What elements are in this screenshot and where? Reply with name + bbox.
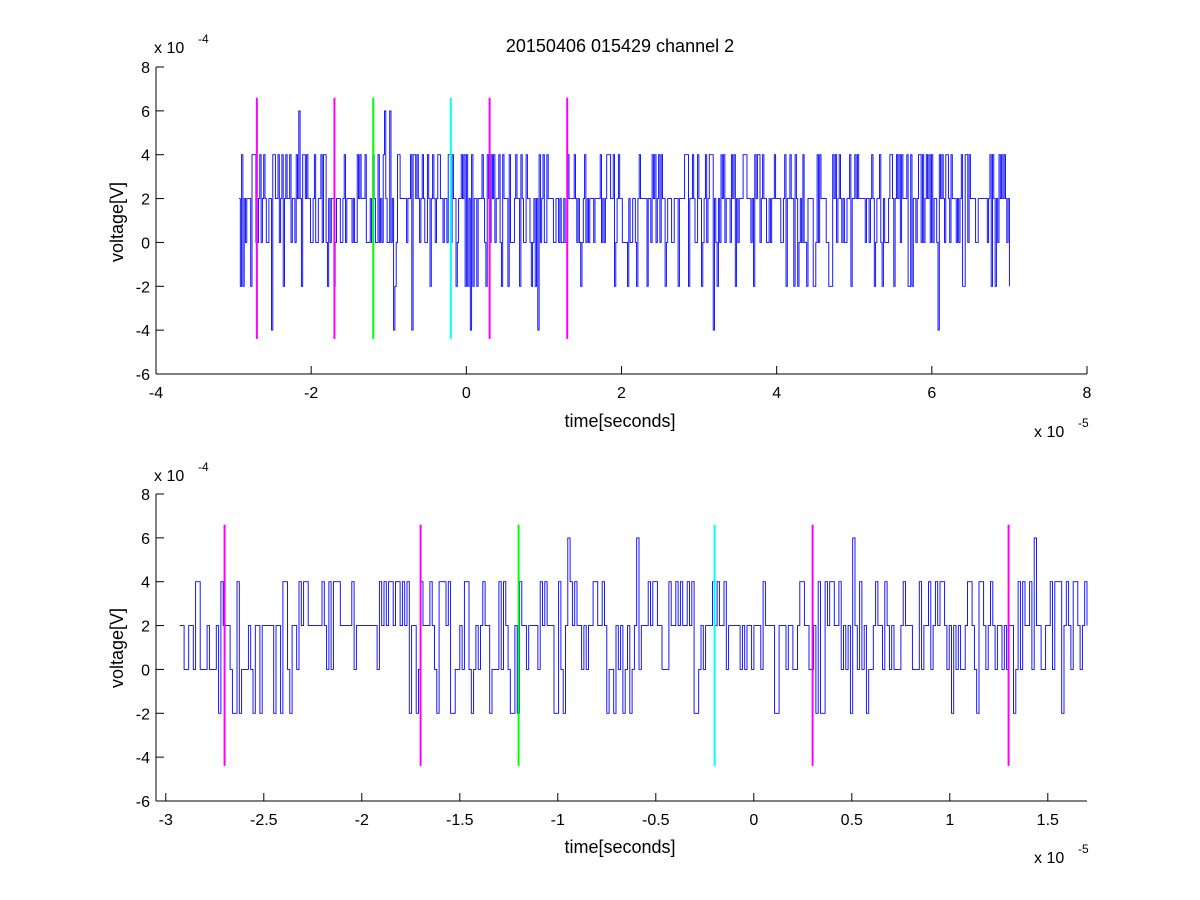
x-tick-label: 1 bbox=[945, 812, 954, 829]
x-tick-label: -2 bbox=[355, 812, 369, 829]
x-exponent-base: x 10 bbox=[1034, 424, 1064, 441]
y-tick-label: 2 bbox=[141, 619, 150, 636]
y-exponent-base: x 10 bbox=[154, 468, 184, 485]
y-tick-label: -2 bbox=[136, 279, 150, 296]
x-tick-label: 0.5 bbox=[841, 812, 863, 829]
y-tick-label: 6 bbox=[141, 104, 150, 121]
x-axis-label: time[seconds] bbox=[564, 837, 675, 857]
y-tick-label: 0 bbox=[141, 662, 150, 679]
y-tick-label: 6 bbox=[141, 531, 150, 548]
x-tick-label: 0 bbox=[462, 385, 471, 402]
x-tick-label: -3 bbox=[159, 812, 173, 829]
y-tick-label: 0 bbox=[141, 235, 150, 252]
x-exponent-label: x 10 -5 bbox=[1034, 842, 1089, 867]
x-tick-label: 0 bbox=[749, 812, 758, 829]
x-tick-label: 1.5 bbox=[1037, 812, 1059, 829]
bottom-plot: x 10 -4 voltage[V] time[seconds] x 10 -5… bbox=[107, 460, 1089, 867]
y-tick-label: 4 bbox=[141, 575, 150, 592]
y-exponent-power: -4 bbox=[198, 32, 209, 46]
x-tick-label: -4 bbox=[149, 385, 163, 402]
signal-trace bbox=[239, 110, 1010, 331]
y-tick-label: -6 bbox=[136, 794, 150, 811]
x-tick-label: 4 bbox=[772, 385, 781, 402]
signal-trace bbox=[179, 537, 1088, 714]
y-tick-label: -4 bbox=[136, 750, 150, 767]
y-tick-label: 4 bbox=[141, 148, 150, 165]
top-plot: 20150406 015429 channel 2 x 10 -4 voltag… bbox=[107, 32, 1092, 441]
x-tick-label: -0.5 bbox=[642, 812, 670, 829]
x-tick-label: -1 bbox=[551, 812, 565, 829]
x-exponent-power: -5 bbox=[1078, 416, 1089, 430]
y-tick-label: -2 bbox=[136, 706, 150, 723]
x-exponent-label: x 10 -5 bbox=[1034, 416, 1089, 441]
y-tick-label: 2 bbox=[141, 192, 150, 209]
y-tick-label: 8 bbox=[141, 60, 150, 77]
y-exponent-base: x 10 bbox=[154, 40, 184, 57]
x-axis-label: time[seconds] bbox=[564, 411, 675, 431]
y-axis-label: voltage[V] bbox=[107, 182, 127, 262]
y-exponent-power: -4 bbox=[198, 460, 209, 474]
x-exponent-power: -5 bbox=[1078, 842, 1089, 856]
y-exponent-label: x 10 -4 bbox=[154, 460, 209, 485]
x-exponent-base: x 10 bbox=[1034, 850, 1064, 867]
x-tick-label: -2 bbox=[304, 385, 318, 402]
x-tick-label: -2.5 bbox=[250, 812, 278, 829]
x-tick-label: 8 bbox=[1083, 385, 1092, 402]
y-tick-label: 8 bbox=[141, 487, 150, 504]
y-tick-label: -4 bbox=[136, 323, 150, 340]
chart-title: 20150406 015429 channel 2 bbox=[506, 36, 734, 56]
x-tick-label: 2 bbox=[617, 385, 626, 402]
y-exponent-label: x 10 -4 bbox=[154, 32, 209, 57]
y-tick-label: -6 bbox=[136, 367, 150, 384]
x-tick-label: 6 bbox=[927, 385, 936, 402]
x-tick-label: -1.5 bbox=[446, 812, 474, 829]
y-axis-label: voltage[V] bbox=[107, 608, 127, 688]
